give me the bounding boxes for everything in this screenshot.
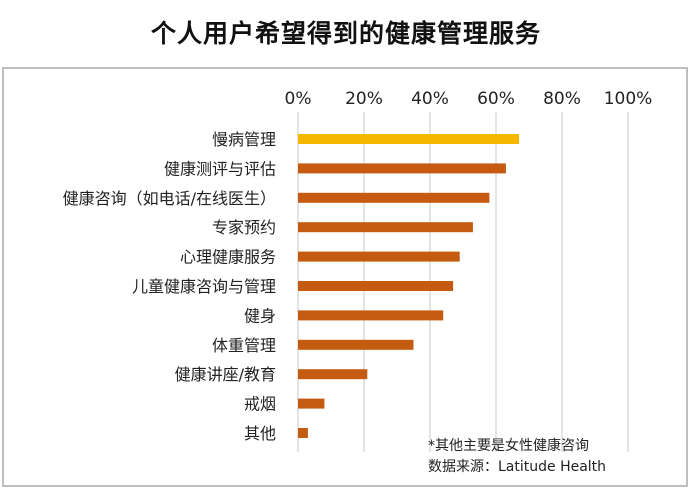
bar xyxy=(298,192,490,203)
category-label: 专家预约 xyxy=(212,218,276,237)
category-label: 健身 xyxy=(244,306,276,325)
bar xyxy=(298,222,473,233)
category-label: 健康讲座/教育 xyxy=(175,365,276,384)
data-source-note: 数据来源：Latitude Health xyxy=(428,459,607,475)
x-tick-label: 100% xyxy=(604,89,653,109)
bar xyxy=(298,369,368,380)
bar xyxy=(298,163,506,174)
x-axis-ticks: 0% 20% 40% 60% 80% 100% xyxy=(285,89,653,109)
bar xyxy=(298,428,308,438)
category-label: 健康测评与评估 xyxy=(164,159,276,178)
category-label: 戒烟 xyxy=(244,395,276,414)
category-label: 其他 xyxy=(244,424,276,443)
x-tick-label: 0% xyxy=(285,89,312,109)
category-label: 慢病管理 xyxy=(212,130,276,149)
bar xyxy=(298,310,444,321)
x-tick-label: 40% xyxy=(411,89,449,109)
category-label: 心理健康服务 xyxy=(180,248,276,267)
bars xyxy=(298,134,520,438)
chart-title: 个人用户希望得到的健康管理服务 xyxy=(150,19,541,48)
bar xyxy=(298,398,325,409)
bar xyxy=(298,134,520,144)
footnote: *其他主要是女性健康咨询 xyxy=(428,438,589,454)
bar xyxy=(298,281,454,291)
bar xyxy=(298,339,414,350)
category-label: 健康咨询（如电话/在线医生） xyxy=(63,189,276,208)
category-label: 体重管理 xyxy=(212,336,276,355)
bar xyxy=(298,251,460,262)
x-tick-label: 80% xyxy=(543,89,581,109)
x-tick-label: 20% xyxy=(345,89,383,109)
category-label: 儿童健康咨询与管理 xyxy=(132,277,276,296)
x-tick-label: 60% xyxy=(477,89,515,109)
